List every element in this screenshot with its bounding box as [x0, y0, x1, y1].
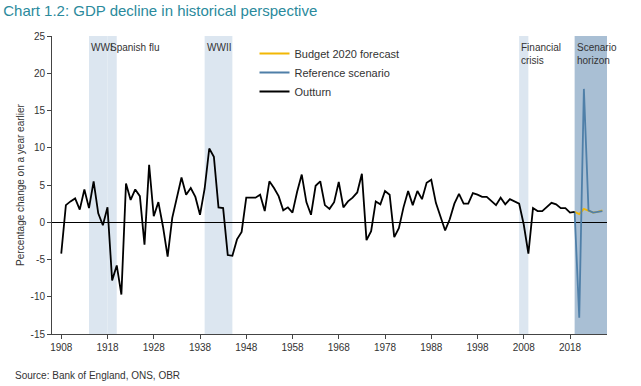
svg-text:0: 0	[39, 217, 45, 228]
svg-text:2008: 2008	[513, 342, 536, 353]
svg-text:Outturn: Outturn	[295, 86, 332, 98]
svg-text:WWI: WWI	[91, 42, 113, 53]
svg-text:5: 5	[39, 180, 45, 191]
svg-text:1938: 1938	[189, 342, 212, 353]
svg-text:1988: 1988	[420, 342, 443, 353]
svg-text:1948: 1948	[235, 342, 258, 353]
svg-text:1968: 1968	[328, 342, 351, 353]
svg-text:WWII: WWII	[207, 42, 231, 53]
svg-text:Budget 2020 forecast: Budget 2020 forecast	[295, 48, 400, 60]
svg-text:1998: 1998	[466, 342, 489, 353]
svg-text:1978: 1978	[374, 342, 397, 353]
svg-text:-5: -5	[36, 254, 45, 265]
svg-text:1908: 1908	[50, 342, 73, 353]
svg-text:2018: 2018	[559, 342, 582, 353]
svg-text:Source: Bank of England, ONS,: Source: Bank of England, ONS, OBR	[15, 370, 180, 381]
svg-text:Percentage change on a year ea: Percentage change on a year earlier	[15, 103, 26, 265]
svg-text:1928: 1928	[143, 342, 166, 353]
svg-text:20: 20	[34, 68, 46, 79]
svg-text:-15: -15	[31, 329, 46, 340]
svg-text:25: 25	[34, 31, 46, 42]
svg-text:1918: 1918	[96, 342, 119, 353]
svg-text:Reference scenario: Reference scenario	[295, 67, 390, 79]
svg-text:10: 10	[34, 142, 46, 153]
svg-text:Scenariohorizon: Scenariohorizon	[577, 42, 617, 66]
svg-text:-10: -10	[31, 291, 46, 302]
svg-text:Chart 1.2: GDP decline in hist: Chart 1.2: GDP decline in historical per…	[3, 2, 317, 19]
svg-text:Spanish flu: Spanish flu	[110, 42, 159, 53]
svg-text:15: 15	[34, 105, 46, 116]
svg-text:Financialcrisis: Financialcrisis	[521, 42, 561, 66]
svg-text:1958: 1958	[281, 342, 304, 353]
